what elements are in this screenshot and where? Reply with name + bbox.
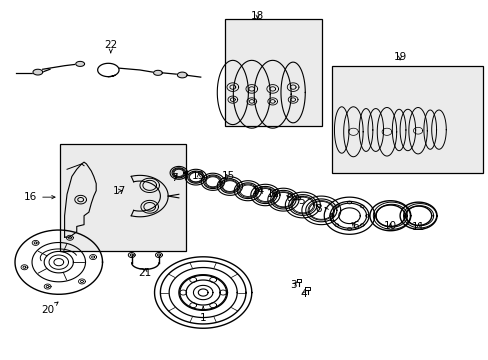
Polygon shape xyxy=(177,72,187,78)
Text: 22: 22 xyxy=(104,40,117,53)
Polygon shape xyxy=(76,62,84,66)
Text: 17: 17 xyxy=(112,186,125,196)
Text: 2: 2 xyxy=(325,207,335,222)
Text: 19: 19 xyxy=(393,52,406,62)
Text: 21: 21 xyxy=(139,268,152,278)
Text: 13: 13 xyxy=(192,171,205,181)
Text: 10: 10 xyxy=(383,221,396,231)
Text: 15: 15 xyxy=(221,171,234,181)
Text: 16: 16 xyxy=(24,192,55,202)
Text: 5: 5 xyxy=(295,196,305,206)
Polygon shape xyxy=(33,69,42,75)
Text: 11: 11 xyxy=(411,222,425,232)
Text: 1: 1 xyxy=(200,307,206,323)
Text: 9: 9 xyxy=(285,193,292,203)
Text: 4: 4 xyxy=(300,289,306,299)
Bar xyxy=(331,66,482,173)
Text: 8: 8 xyxy=(314,203,321,213)
Text: 6: 6 xyxy=(351,221,358,231)
Bar xyxy=(60,144,186,251)
Text: 18: 18 xyxy=(250,11,264,21)
Text: 7: 7 xyxy=(171,173,178,183)
Text: 3: 3 xyxy=(289,280,296,291)
Text: 20: 20 xyxy=(41,302,58,315)
Text: 12: 12 xyxy=(266,189,280,199)
Bar xyxy=(224,19,322,126)
Text: 14: 14 xyxy=(251,186,264,197)
Polygon shape xyxy=(153,70,162,75)
